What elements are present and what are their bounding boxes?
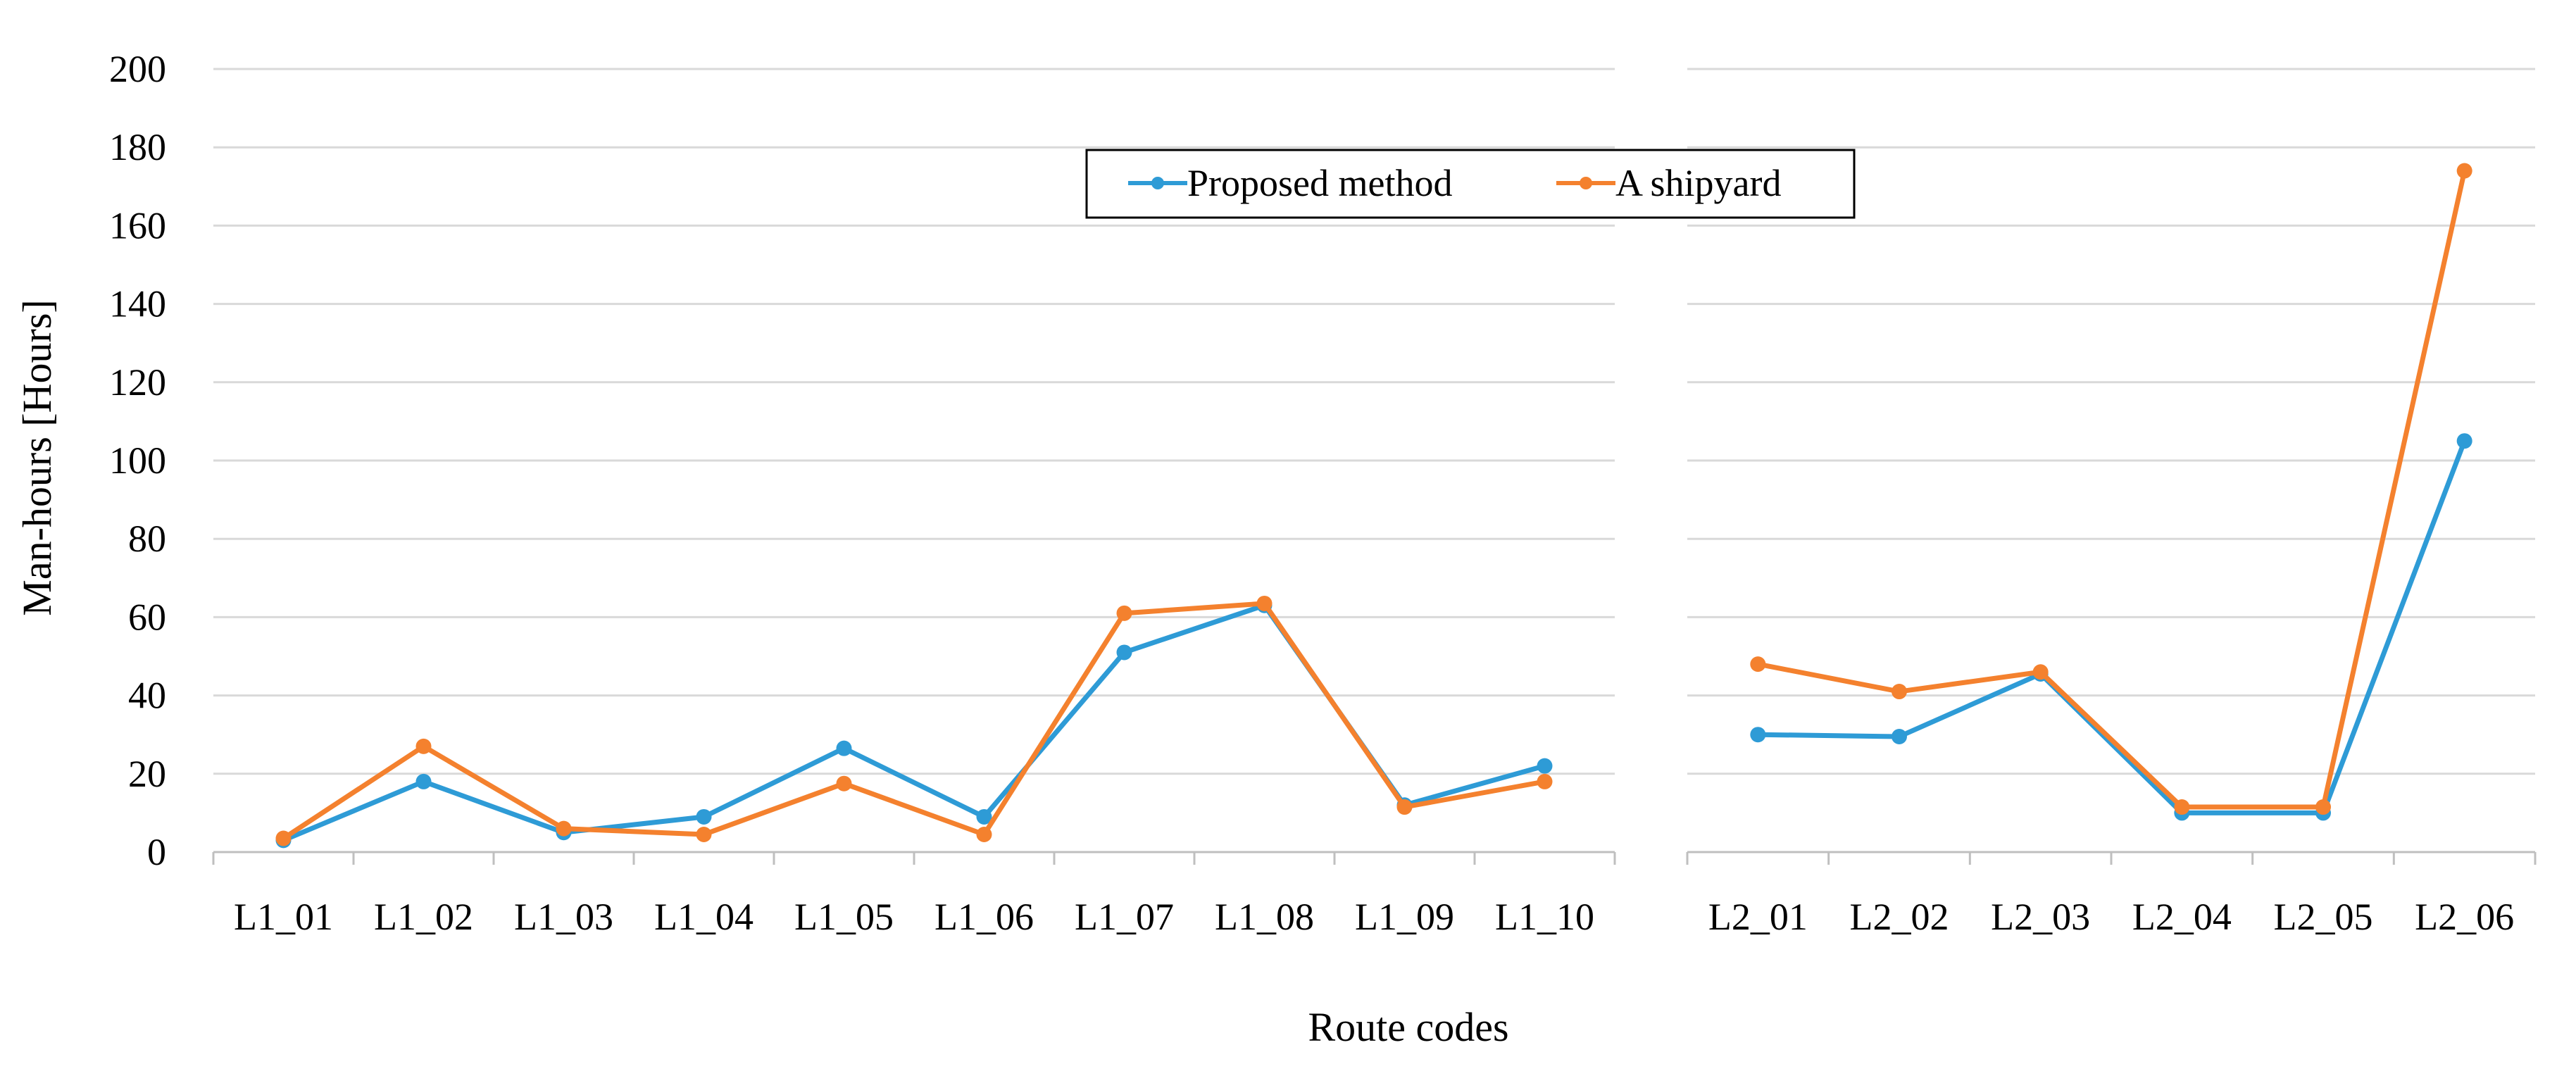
data-point-shipyard — [556, 820, 572, 837]
data-point-shipyard — [696, 826, 712, 842]
y-tick-label: 120 — [109, 361, 166, 404]
y-tick-label: 60 — [128, 596, 166, 638]
x-tick-label: L1_06 — [934, 896, 1034, 938]
legend-marker-shipyard — [1580, 177, 1592, 189]
y-tick-label: 160 — [109, 204, 166, 246]
data-point-shipyard — [1750, 656, 1766, 672]
series-line-shipyard — [281, 601, 1547, 842]
data-point-proposed — [976, 808, 992, 825]
y-tick-label: 100 — [109, 439, 166, 482]
x-tick-label: L2_06 — [2415, 896, 2514, 938]
y-tick-label: 180 — [109, 126, 166, 168]
x-tick-label: L1_05 — [794, 896, 894, 938]
y-tick-label: 140 — [109, 283, 166, 325]
data-point-proposed — [836, 740, 852, 756]
series-line-proposed — [281, 603, 1547, 843]
x-tick-labels: L1_01 L1_02 L1_03 L1_04 L1_05 L1_06 L1_07 L1_08… — [234, 896, 2514, 938]
x-tick-label: L2_01 — [1708, 896, 1808, 938]
data-point-proposed — [1892, 728, 1907, 744]
data-point-shipyard — [275, 830, 292, 846]
y-axis-title: Man-hours [Hours] — [14, 299, 60, 615]
data-point-shipyard — [2456, 163, 2472, 179]
data-point-shipyard — [2174, 799, 2190, 815]
data-point-proposed — [2456, 433, 2472, 449]
legend-label-proposed: Proposed method — [1187, 162, 1452, 204]
x-tick-label: L2_05 — [2274, 896, 2373, 938]
y-axis: 0 20 40 60 80 100 120 140 160 180 200 — [109, 48, 166, 873]
x-tick-label: L1_02 — [374, 896, 473, 938]
y-tick-label: 80 — [128, 518, 166, 560]
data-point-shipyard — [1537, 773, 1553, 789]
legend: Proposed method A shipyard — [1085, 149, 1856, 219]
data-point-shipyard — [2315, 799, 2331, 815]
legend-frame — [1085, 149, 1856, 219]
x-tick-label: L2_03 — [1991, 896, 2090, 938]
data-point-shipyard — [836, 775, 852, 792]
plot-area — [275, 163, 2472, 849]
data-point-proposed — [1116, 644, 1132, 661]
legend-label-shipyard: A shipyard — [1615, 162, 1782, 204]
x-tick-label: L1_07 — [1075, 896, 1174, 938]
data-point-shipyard — [415, 738, 432, 754]
x-tick-label: L1_10 — [1495, 896, 1594, 938]
series-line-proposed — [1755, 438, 2468, 815]
y-tick-label: 20 — [128, 753, 166, 795]
series-line-shipyard — [1755, 168, 2468, 810]
x-tick-label: L1_04 — [654, 896, 754, 938]
gridlines — [213, 68, 2535, 775]
x-axis — [212, 851, 2537, 865]
data-point-proposed — [1537, 758, 1553, 774]
y-tick-label: 40 — [128, 675, 166, 717]
data-point-shipyard — [1116, 605, 1132, 621]
data-point-shipyard — [2032, 664, 2049, 680]
data-point-shipyard — [1892, 684, 1907, 700]
y-tick-label: 200 — [109, 48, 166, 90]
data-point-shipyard — [976, 826, 992, 842]
x-tick-label: L2_04 — [2132, 896, 2232, 938]
data-point-proposed — [696, 808, 712, 825]
data-point-shipyard — [1396, 799, 1413, 815]
x-tick-label: L1_08 — [1215, 896, 1314, 938]
y-tick-label: 0 — [147, 831, 166, 873]
x-tick-label: L1_03 — [514, 896, 613, 938]
x-tick-label: L2_02 — [1850, 896, 1949, 938]
data-point-shipyard — [1256, 595, 1273, 611]
x-tick-label: L1_09 — [1355, 896, 1454, 938]
legend-marker-proposed — [1151, 177, 1164, 189]
x-tick-label: L1_01 — [234, 896, 333, 938]
data-point-proposed — [415, 773, 432, 789]
data-point-proposed — [1750, 727, 1766, 743]
x-axis-title: Route codes — [1308, 1004, 1508, 1050]
